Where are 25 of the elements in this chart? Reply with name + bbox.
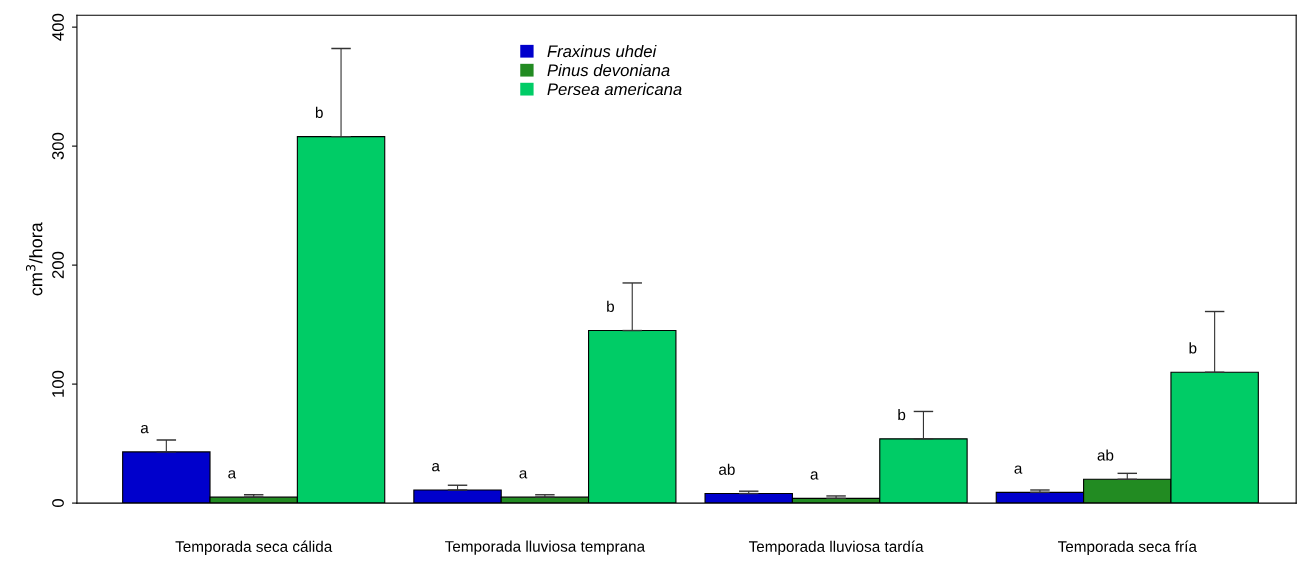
y-tick-label: 300 xyxy=(52,132,64,160)
legend-label: Persea americana xyxy=(547,82,682,96)
data-label: a xyxy=(810,471,819,480)
data-label: a xyxy=(140,424,149,434)
data-label: a xyxy=(519,470,528,479)
y-tick-label: 400 xyxy=(52,13,64,41)
x-tick-label: Temporada seca fría xyxy=(1058,540,1197,556)
legend-label: Pinus devoniana xyxy=(547,63,670,77)
data-label: a xyxy=(432,463,440,472)
x-tick-label: Temporada seca cálida xyxy=(175,540,333,556)
data-label: ab xyxy=(1097,449,1114,461)
data-label: b xyxy=(898,408,906,421)
y-axis-title: cm$^{3}$/hora xyxy=(25,222,43,296)
legend-label: Fraxinus uhdei xyxy=(547,44,657,58)
data-label: b xyxy=(315,106,323,118)
y-tick-label: 0 xyxy=(52,499,64,508)
y-tick-label: 100 xyxy=(52,370,64,397)
data-label: a xyxy=(228,470,237,479)
data-label: b xyxy=(1189,342,1197,354)
x-tick-label: Temporada lluviosa temprana xyxy=(445,540,646,555)
data-label: ab xyxy=(719,463,735,475)
y-tick-label: 200 xyxy=(52,251,64,279)
x-tick-label: Temporada lluviosa tardía xyxy=(748,540,924,556)
data-label: b xyxy=(607,300,615,312)
data-label: a xyxy=(1014,465,1023,474)
